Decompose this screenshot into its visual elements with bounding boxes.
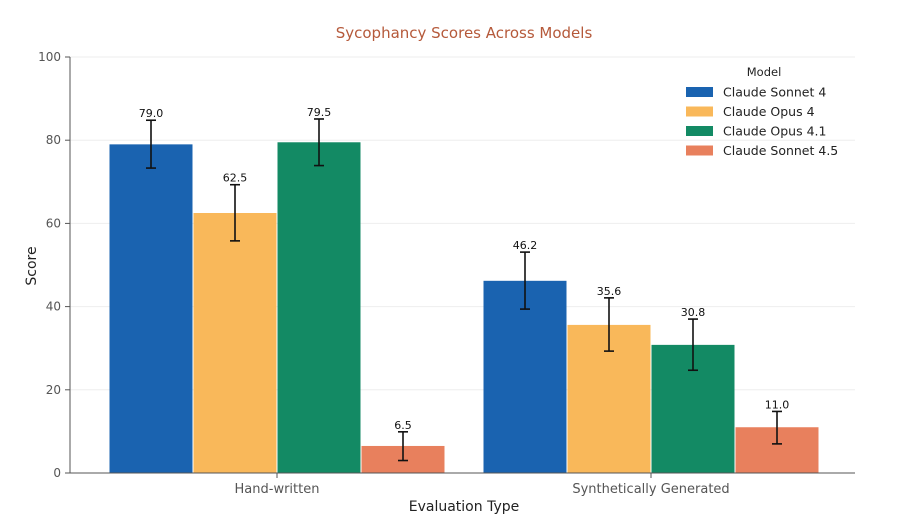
error-bars [146,118,782,462]
legend-label: Claude Opus 4 [723,104,815,119]
data-label: 11.0 [765,398,790,411]
data-label: 30.8 [681,306,706,319]
axes: 0 20 40 60 80 100 Hand-written Synthetically Ge… [38,50,855,497]
legend-label: Claude Sonnet 4 [723,85,826,100]
legend-swatch [686,106,713,117]
legend-swatch [686,145,713,156]
data-label: 46.2 [513,239,538,252]
y-axis-title: Score [24,246,40,285]
x-tick-label: Synthetically Generated [572,482,729,497]
data-label: 62.5 [223,172,248,185]
y-tick-label: 40 [46,300,61,314]
data-label: 79.5 [307,106,332,119]
legend-label: Claude Opus 4.1 [723,124,826,139]
chart-title: Sycophancy Scores Across Models [336,24,593,42]
data-label: 6.5 [394,419,412,432]
bars [109,142,819,474]
y-tick-label: 100 [38,50,61,64]
y-tick-label: 0 [53,466,61,480]
y-tick-label: 80 [46,133,61,147]
legend-swatch [686,126,713,136]
legend-title: Model [747,65,782,79]
bar [277,142,361,473]
data-label: 79.0 [139,107,164,120]
bar [193,213,277,473]
legend: Model Claude Sonnet 4 Claude Opus 4 Claude… [686,65,838,158]
x-tick-label: Hand-written [235,482,320,497]
bar [109,144,193,474]
legend-swatch [686,87,713,97]
legend-label: Claude Sonnet 4.5 [723,143,838,158]
data-label: 35.6 [597,285,622,298]
data-labels: 79.0 62.5 79.5 6.5 46.2 35.6 30.8 11.0 [139,106,790,432]
y-tick-label: 20 [46,383,61,397]
x-axis-title: Evaluation Type [409,499,519,515]
y-tick-label: 60 [46,216,61,230]
bar [483,280,567,473]
